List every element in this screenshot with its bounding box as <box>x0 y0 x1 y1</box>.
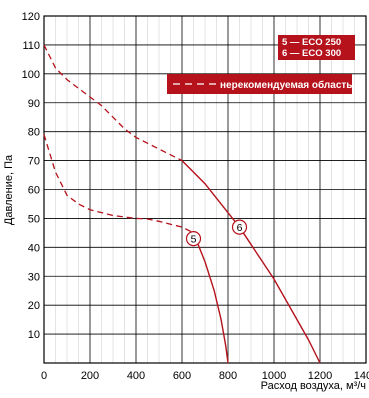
y-tick-label: 10 <box>28 329 40 341</box>
curve-marker-eco250 <box>185 231 202 247</box>
curve-eco250-recommended <box>192 232 229 364</box>
y-tick-label: 50 <box>28 213 40 225</box>
y-tick-label: 110 <box>22 40 40 52</box>
x-tick-label: 200 <box>81 370 99 382</box>
curve-eco250-not-recommended <box>43 134 194 234</box>
plot-frame <box>43 15 367 364</box>
series: 56 <box>43 44 321 364</box>
x-tick-labels: 0 200 400 600 800 1000 1200 1400 <box>41 370 369 382</box>
y-tick-label: 70 <box>28 156 40 168</box>
curve-eco300-recommended <box>181 160 321 364</box>
x-tick-label: 1400 <box>354 370 369 382</box>
y-tick-labels: 10 20 30 40 50 60 70 80 90 100 110 120 <box>22 11 40 341</box>
legend-series: 5 — ECO 250 6 — ECO 300 <box>278 35 355 60</box>
curve-marker-label-eco300: 6 <box>237 222 243 234</box>
curve-eco300-not-recommended <box>43 44 183 162</box>
curve-marker-eco300 <box>231 219 248 235</box>
y-tick-label: 100 <box>22 69 40 81</box>
y-tick-label: 60 <box>28 185 40 197</box>
y-tick-label: 90 <box>28 98 40 110</box>
y-tick-label: 80 <box>28 127 40 139</box>
x-tick-label: 1200 <box>308 370 332 382</box>
x-tick-label: 400 <box>127 370 145 382</box>
x-axis-label: Расход воздуха, м³/ч <box>261 380 366 392</box>
legend-not-recommended: нерекомендуемая область <box>167 74 352 94</box>
curve-marker-label-eco250: 5 <box>191 233 197 245</box>
y-axis-label: Давление, Па <box>3 154 15 225</box>
y-tick-label: 30 <box>28 271 40 283</box>
y-tick-label: 40 <box>28 242 40 254</box>
y-tick-label: 120 <box>22 11 40 23</box>
grid <box>44 16 366 363</box>
x-tick-label: 600 <box>173 370 191 382</box>
y-tick-label: 20 <box>28 300 40 312</box>
x-tick-label: 1000 <box>262 370 286 382</box>
legend-entry-eco250: 5 — ECO 250 <box>282 37 341 48</box>
legend-not-recommended-label: нерекомендуемая область <box>220 79 352 91</box>
legend-entry-eco300: 6 — ECO 300 <box>282 48 341 59</box>
legend-not-recommended-box <box>167 74 352 94</box>
x-tick-label: 800 <box>219 370 237 382</box>
x-tick-label: 0 <box>41 370 47 382</box>
legend-series-box <box>278 35 355 60</box>
